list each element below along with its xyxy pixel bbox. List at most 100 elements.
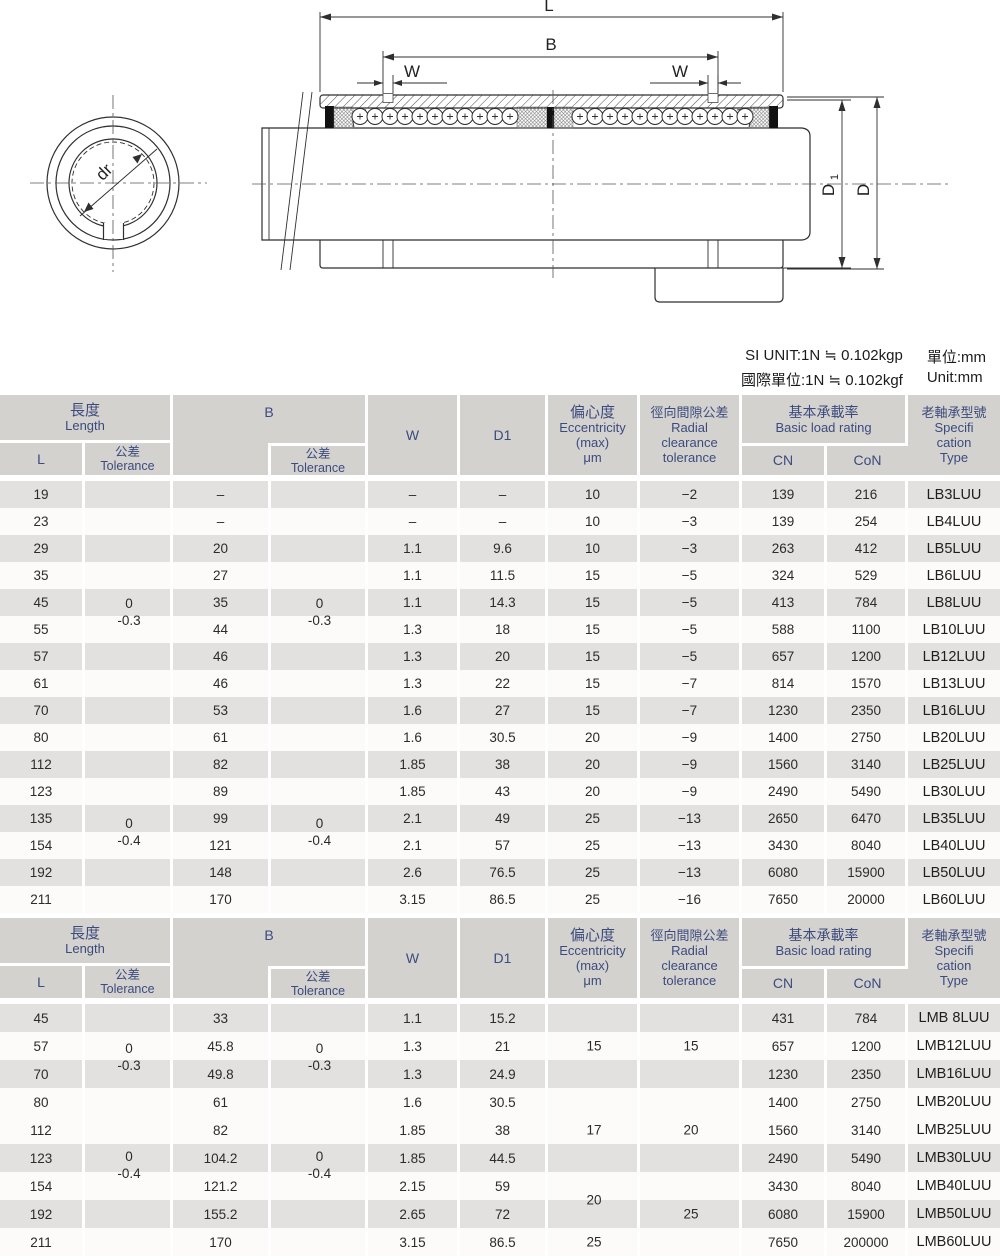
lmb-series-table: 長度 Length L 公差 Tolerance B 公差 Tolerance … xyxy=(0,918,1000,1256)
cell-w: 1.85 xyxy=(368,1144,460,1172)
cell-type: LB40LUU xyxy=(922,837,986,854)
cell-cn: 324 xyxy=(742,562,827,589)
cell-l: 57 xyxy=(0,1032,85,1060)
cell-ecc xyxy=(548,1032,640,1060)
table-row: 70 49.8 1.3 24.9 1230 2350 LMB16LUU xyxy=(0,1060,1000,1088)
cell-btol xyxy=(271,1200,368,1228)
cell-d1: 27 xyxy=(460,697,548,724)
cell-btol xyxy=(271,589,368,616)
merged-cell-value: 0 -0.3 xyxy=(117,595,141,628)
cell-w: 1.85 xyxy=(368,1116,460,1144)
cell-l: 70 xyxy=(0,1060,85,1088)
cell-ltol xyxy=(85,1200,173,1228)
table-header: 長度 Length L 公差 Tolerance B 公差 Tolerance … xyxy=(0,918,1000,998)
cell-rad xyxy=(640,1144,742,1172)
cell-cn: 6080 xyxy=(742,1200,827,1228)
cell-cn: 2650 xyxy=(742,805,827,832)
cell-ecc xyxy=(548,1004,640,1032)
cell-con: 1100 xyxy=(827,616,908,643)
cell-con: 5490 xyxy=(827,1144,908,1172)
cell-btol xyxy=(271,1116,368,1144)
cell-ecc: 15 xyxy=(548,616,640,643)
cell-con: 1200 xyxy=(827,1032,908,1060)
cell-ecc xyxy=(548,1088,640,1116)
header-basic-load-rating: 基本承載率 Basic load rating xyxy=(775,927,872,958)
cell-cn: 413 xyxy=(742,589,827,616)
cell-d1: 11.5 xyxy=(460,562,548,589)
cell-btol xyxy=(271,886,368,913)
cell-b: – xyxy=(173,481,271,508)
cell-cn: 1400 xyxy=(742,1088,827,1116)
cell-b: 99 xyxy=(173,805,271,832)
cell-l: 154 xyxy=(0,1172,85,1200)
table-body: 19– – –10 −2 139 216 LB3LUU 23– – –10 −3 139 254 LB4L… xyxy=(0,481,1000,913)
cell-cn: 588 xyxy=(742,616,827,643)
cell-b: 170 xyxy=(173,1228,271,1256)
cell-btol xyxy=(271,1004,368,1032)
table-row: 211 170 3.15 86.5 25 −16 7650 20000 LB60LUU xyxy=(0,886,1000,913)
cell-type: LMB20LUU xyxy=(916,1094,992,1110)
cell-w: 2.15 xyxy=(368,1172,460,1200)
cell-btol xyxy=(271,481,368,508)
cell-rad: −16 xyxy=(640,886,742,913)
cell-con: 216 xyxy=(827,481,908,508)
cell-rad: −5 xyxy=(640,616,742,643)
cell-l: 19 xyxy=(0,481,85,508)
cell-ltol xyxy=(85,805,173,832)
cell-b: 45.8 xyxy=(173,1032,271,1060)
cell-ltol xyxy=(85,508,173,535)
cell-rad xyxy=(640,1116,742,1144)
cell-btol xyxy=(271,670,368,697)
cell-l: 123 xyxy=(0,778,85,805)
cell-rad: −7 xyxy=(640,697,742,724)
table-row: 80 61 1.6 30.5 1400 2750 LMB20LUU xyxy=(0,1088,1000,1116)
cell-cn: 3430 xyxy=(742,1172,827,1200)
cell-ecc xyxy=(548,1116,640,1144)
cell-type: LB60LUU xyxy=(922,891,986,908)
cell-con: 529 xyxy=(827,562,908,589)
cell-w: 1.6 xyxy=(368,1088,460,1116)
cell-rad xyxy=(640,1032,742,1060)
table-header: 長度 Length L 公差 Tolerance B 公差 Tolerance … xyxy=(0,395,1000,475)
cell-b: 44 xyxy=(173,616,271,643)
header-radial-clearance: 徑向間隙公差 Radial clearance tolerance xyxy=(640,395,742,475)
cell-w: 1.3 xyxy=(368,670,460,697)
cell-rad: −3 xyxy=(640,535,742,562)
cell-ecc xyxy=(548,1172,640,1200)
cell-cn: 1400 xyxy=(742,724,827,751)
cell-ltol xyxy=(85,1004,173,1032)
cell-con: 254 xyxy=(827,508,908,535)
cell-ltol xyxy=(85,643,173,670)
cell-ltol xyxy=(85,1116,173,1144)
table-row: 123 104.2 1.85 44.5 2490 5490 LMB30LUU xyxy=(0,1144,1000,1172)
cell-con: 2750 xyxy=(827,724,908,751)
cell-rad: −5 xyxy=(640,643,742,670)
merged-cell-value: 0 -0.4 xyxy=(307,1149,332,1181)
header-l-tolerance: 公差 Tolerance xyxy=(85,443,173,475)
cell-l: 70 xyxy=(0,697,85,724)
header-con: CoN xyxy=(827,443,908,475)
cell-con: 3140 xyxy=(827,751,908,778)
front-view xyxy=(30,95,207,272)
merged-cell-value: 0 -0.3 xyxy=(307,595,332,628)
header-eccentricity: 偏心度 Eccentricity (max) μm xyxy=(548,395,640,475)
table-row: 123 89 1.85 43 20 −9 2490 5490 LB30LUU xyxy=(0,778,1000,805)
cell-d1: 76.5 xyxy=(460,859,548,886)
dim-label-D1-sub: 1 xyxy=(829,174,841,180)
cell-rad: −9 xyxy=(640,724,742,751)
cell-b: 33 xyxy=(173,1004,271,1032)
cell-rad xyxy=(640,1088,742,1116)
cell-l: 192 xyxy=(0,1200,85,1228)
cell-l: 29 xyxy=(0,535,85,562)
cell-btol xyxy=(271,697,368,724)
table-row: 112 82 1.85 38 1560 3140 LMB25LUU xyxy=(0,1116,1000,1144)
cell-rad: −13 xyxy=(640,805,742,832)
cell-type: LB16LUU xyxy=(922,702,986,719)
cell-ecc: 15 xyxy=(548,643,640,670)
header-length: 長度 Length xyxy=(0,395,173,443)
cell-d1: – xyxy=(460,508,548,535)
cell-con: 2350 xyxy=(827,697,908,724)
cell-b: – xyxy=(173,508,271,535)
cell-w: 1.85 xyxy=(368,778,460,805)
cell-d1: – xyxy=(460,481,548,508)
